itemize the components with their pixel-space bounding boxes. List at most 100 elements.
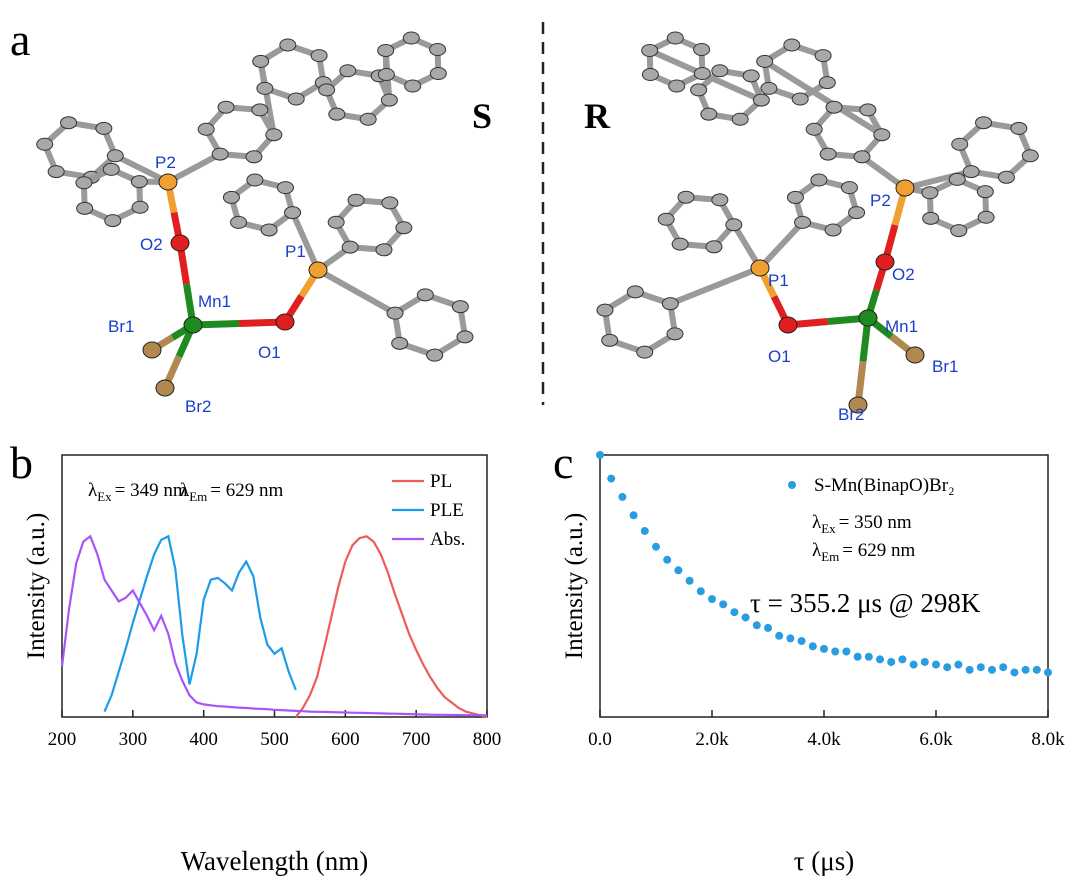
- x-tick-label: 600: [331, 729, 360, 750]
- atom-label: Br1: [932, 357, 958, 376]
- carbon: [310, 49, 328, 63]
- carbon: [668, 79, 686, 93]
- atom-label: O1: [768, 347, 791, 366]
- data-point: [876, 655, 884, 664]
- series-line: [294, 535, 488, 719]
- data-point: [831, 647, 840, 656]
- data-point: [752, 621, 761, 630]
- atom: [142, 341, 162, 359]
- carbon: [131, 200, 149, 214]
- atom: [858, 309, 878, 327]
- carbon: [824, 223, 842, 237]
- chart-c: 0.0 2.0k 4.0k 6.0k 8.0k τ (μs) Intensity (a.u.…: [561, 451, 1065, 876]
- carbon: [106, 149, 124, 163]
- carbon: [404, 79, 422, 93]
- annotation-subscript: Em: [189, 489, 207, 504]
- data-point: [797, 637, 806, 646]
- annotation: λEx = 350 nm: [812, 512, 912, 536]
- data-point: [1032, 665, 1041, 674]
- x-tick-label: 700: [402, 729, 431, 750]
- carbon: [626, 285, 644, 299]
- atom-label: O1: [258, 343, 281, 362]
- carbon: [451, 300, 469, 314]
- carbon: [60, 116, 78, 130]
- carbon: [742, 69, 760, 83]
- carbon: [347, 193, 365, 207]
- data-point: [932, 660, 940, 669]
- data-point: [663, 555, 672, 564]
- carbon: [265, 128, 283, 142]
- atom: [848, 396, 868, 414]
- carbon: [671, 237, 689, 251]
- atom-label: P2: [870, 191, 891, 210]
- legend-marker: [788, 481, 796, 489]
- carbon: [693, 43, 711, 57]
- ring: [926, 176, 990, 234]
- carbon: [104, 214, 122, 228]
- atom: [275, 313, 295, 331]
- data-point: [853, 652, 862, 661]
- bond: [757, 220, 805, 271]
- x-tick-label: 6.0k: [919, 729, 953, 750]
- carbon: [975, 116, 993, 130]
- molecule-s: P2 O2 Mn1 O1 P1 Br1 Br2: [36, 31, 474, 416]
- carbon: [276, 181, 294, 195]
- carbon: [825, 100, 843, 114]
- atom-label: P1: [768, 271, 789, 290]
- configuration-label: S: [472, 96, 492, 136]
- atom-label: Br1: [108, 317, 134, 336]
- atom: [183, 316, 203, 334]
- carbon: [251, 103, 269, 117]
- carbon: [814, 49, 832, 63]
- x-tick-label: 400: [189, 729, 218, 750]
- annotation: λEm = 629 nm: [812, 540, 915, 564]
- data-point: [685, 576, 694, 585]
- carbon: [711, 193, 729, 207]
- carbon: [725, 218, 743, 232]
- carbon: [456, 330, 474, 344]
- x-tick-label: 200: [48, 729, 77, 750]
- annotation-symbol: λ: [812, 512, 822, 533]
- carbon: [657, 212, 675, 226]
- carbon: [976, 185, 994, 199]
- data-point: [887, 657, 896, 666]
- carbon: [375, 243, 393, 257]
- carbon: [666, 31, 684, 45]
- atom: [895, 179, 915, 197]
- carbon: [853, 150, 871, 164]
- x-axis-label: τ (μs): [794, 846, 855, 876]
- atom-label: Mn1: [198, 292, 231, 311]
- data-point: [808, 642, 817, 651]
- panel-label: a: [10, 14, 30, 65]
- carbon: [416, 288, 434, 302]
- molecule-r: P2 O2 Mn1 O1 P1 Br1 Br2: [596, 31, 1039, 424]
- annotation-text: = 349 nm: [115, 480, 188, 501]
- carbon: [341, 240, 359, 254]
- bond: [763, 58, 884, 138]
- carbon: [217, 100, 235, 114]
- carbon: [246, 173, 264, 187]
- carbon: [810, 173, 828, 187]
- chart-b: 200 300 400 500 600 700 800 Wavelength (nm) Inte…: [23, 454, 502, 876]
- carbon: [786, 190, 804, 204]
- atom-label: Mn1: [885, 317, 918, 336]
- carbon: [252, 54, 270, 68]
- x-tick-label: 800: [473, 729, 502, 750]
- carbon: [636, 345, 654, 359]
- carbon: [287, 92, 305, 106]
- carbon: [318, 83, 336, 97]
- data-point: [1044, 668, 1052, 677]
- x-tick-label: 0.0: [588, 729, 612, 750]
- carbon: [977, 210, 995, 224]
- annotation-text: = 350 nm: [839, 512, 912, 533]
- data-point: [820, 644, 828, 653]
- legend-label: S-Mn(BinapO)Br₂: [814, 475, 955, 496]
- panel-label: b: [10, 437, 33, 488]
- data-point: [618, 492, 627, 501]
- carbon: [279, 38, 297, 52]
- carbon: [873, 128, 891, 142]
- atom-label: O2: [140, 235, 163, 254]
- carbon: [950, 224, 968, 238]
- carbon: [818, 76, 836, 90]
- carbon: [429, 67, 447, 81]
